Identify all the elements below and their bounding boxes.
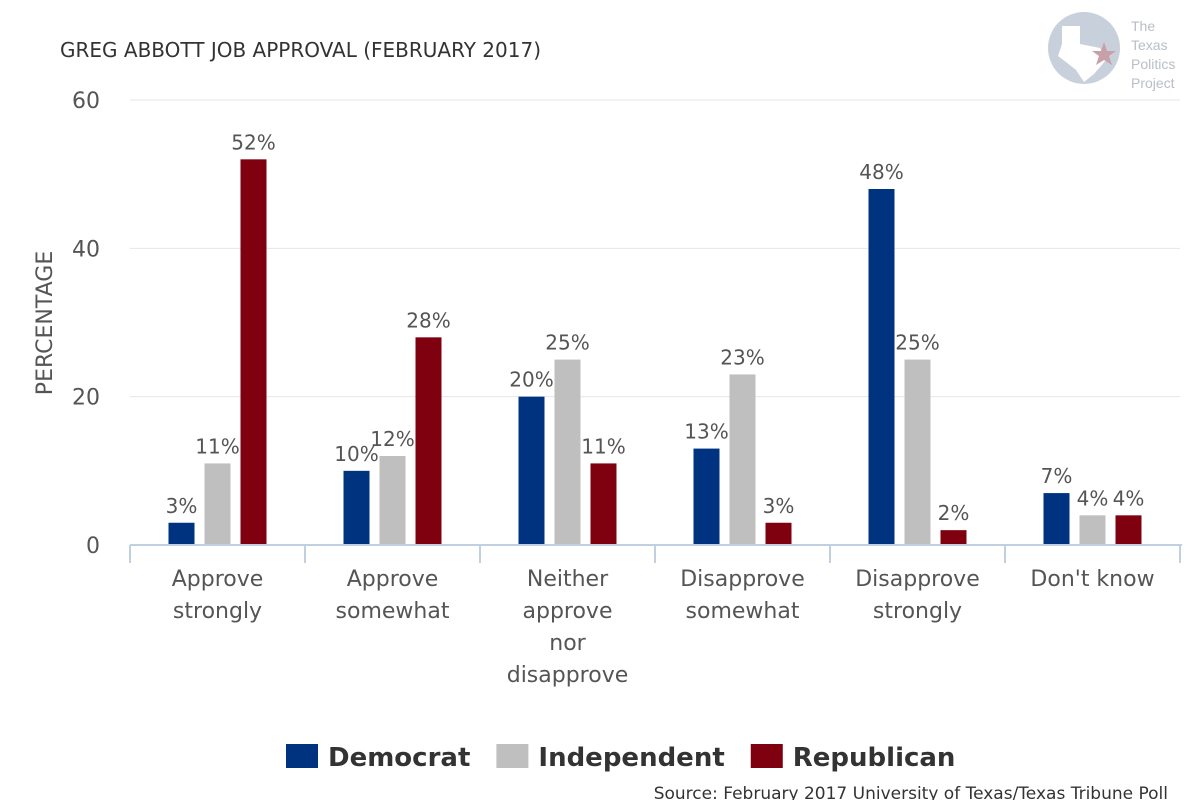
legend-label: Democrat [328,743,470,773]
chart-title: GREG ABBOTT JOB APPROVAL (FEBRUARY 2017) [60,38,541,62]
y-tick-label: 40 [72,237,100,262]
legend-label: Independent [538,743,724,773]
bar-democrat [868,189,895,545]
x-tick-label: Disapprove somewhat [680,567,805,624]
bar-republican [415,337,442,545]
legend-label: Republican [793,743,956,773]
data-label: 4% [1077,486,1109,510]
data-label: 52% [231,130,275,154]
bar-independent [1079,515,1106,545]
logo-text-line: Politics [1131,56,1175,72]
bar-republican [1115,515,1142,545]
data-label: 12% [370,427,414,451]
legend-swatch [496,744,529,768]
data-label: 7% [1041,464,1073,488]
texas-politics-project-logo: The Texas Politics Project [1048,12,1175,91]
data-label: 10% [334,442,378,466]
data-label: 4% [1113,486,1145,510]
data-label: 2% [938,501,970,525]
y-tick-label: 0 [86,534,100,559]
y-axis-label: PERCENTAGE [33,251,58,395]
source-note: Source: February 2017 University of Texa… [654,784,1168,800]
data-label: 23% [720,345,764,369]
data-label: 13% [684,420,728,444]
bar-independent [904,359,931,545]
x-tick-label: Don't know [1030,567,1154,592]
data-label: 11% [581,434,625,458]
data-label: 3% [166,494,198,518]
bar-democrat [693,448,720,545]
legend-swatch [750,744,783,768]
bar-independent [554,359,581,545]
bar-republican [940,530,967,545]
logo-text-line: Texas [1131,37,1168,53]
logo-text-line: Project [1131,75,1175,91]
bar-republican [240,159,267,546]
texas-shape-icon [1058,26,1106,82]
logo-text-line: The [1131,18,1155,34]
legend-swatch [286,744,318,768]
bar-republican [765,522,792,545]
bar-democrat [168,522,195,545]
data-label: 25% [895,331,939,355]
x-tick-label: Neither approve nor disapprove [507,567,629,688]
data-label: 28% [406,308,450,332]
bar-independent [379,456,406,545]
y-tick-label: 60 [72,89,100,114]
x-tick-label: Approve strongly [172,567,264,624]
data-label: 20% [509,368,553,392]
data-label: 48% [859,160,903,184]
x-tick-label: Disapprove strongly [855,567,980,624]
data-label: 3% [763,494,795,518]
star-icon [1092,42,1116,65]
bar-republican [590,463,617,545]
data-label: 11% [195,434,239,458]
legend: Democrat Independent Republican [286,743,955,773]
bar-democrat [518,396,545,545]
data-label: 25% [545,331,589,355]
y-tick-label: 20 [72,386,100,411]
x-tick-label: Approve somewhat [336,567,450,624]
bar-democrat [343,470,370,545]
bar-independent [729,374,756,545]
bar-independent [204,463,231,545]
bar-democrat [1043,493,1070,545]
